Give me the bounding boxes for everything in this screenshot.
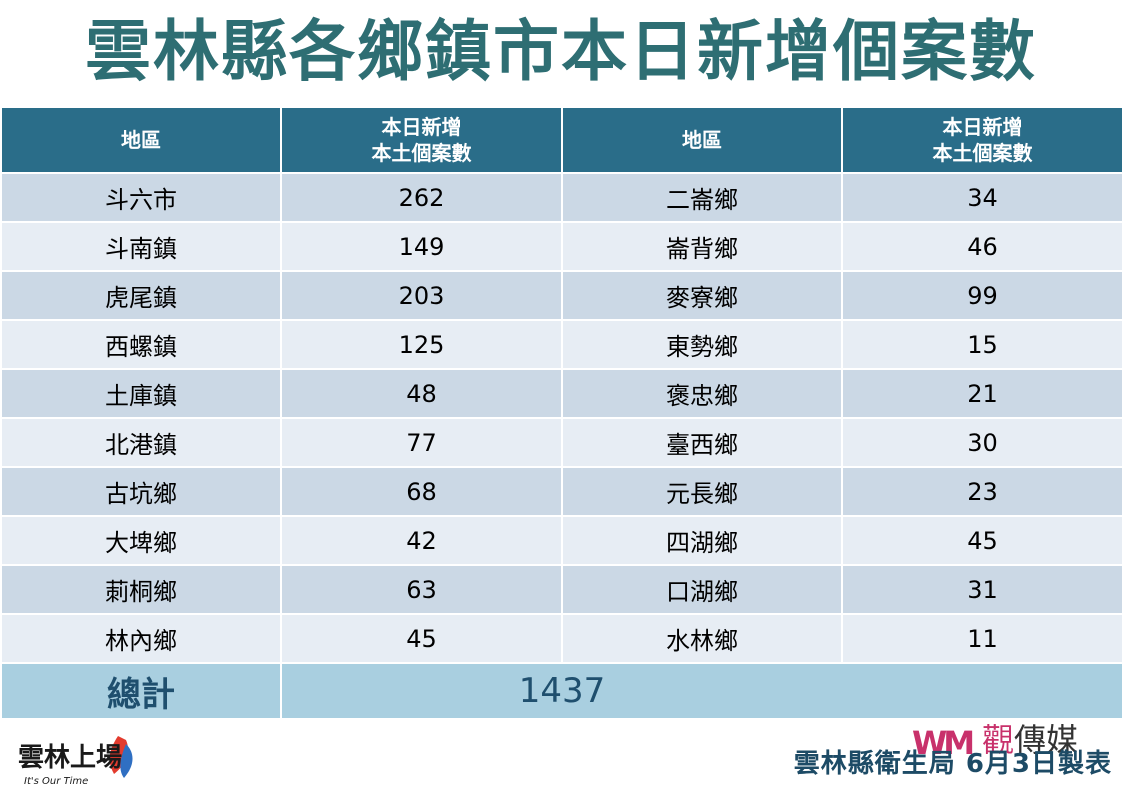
count-cell: 63 <box>280 564 563 615</box>
area-cell: 褒忠鄉 <box>561 368 843 419</box>
count-cell: 45 <box>841 515 1122 566</box>
count-cell: 149 <box>280 221 563 272</box>
table-row: 斗六市 262 二崙鄉 34 <box>0 172 1122 223</box>
header-area-right: 地區 <box>561 106 843 174</box>
yunlin-campaign-logo: 雲林上場 It's Our Time <box>14 730 144 788</box>
area-cell: 崙背鄉 <box>561 221 843 272</box>
total-label: 總計 <box>0 662 282 720</box>
count-cell: 23 <box>841 466 1122 517</box>
total-row: 總計 1437 <box>0 662 1122 720</box>
header-area-left: 地區 <box>0 106 282 174</box>
count-cell: 48 <box>280 368 563 419</box>
area-cell: 林內鄉 <box>0 613 282 664</box>
table-row: 西螺鎮 125 東勢鄉 15 <box>0 319 1122 370</box>
count-cell: 77 <box>280 417 563 468</box>
area-cell: 土庫鎮 <box>0 368 282 419</box>
table-row: 大埤鄉 42 四湖鄉 45 <box>0 515 1122 566</box>
count-cell: 45 <box>280 613 563 664</box>
logo-wordmark: 雲林上場 <box>18 743 122 773</box>
page-title: 雲林縣各鄉鎮市本日新增個案數 <box>85 13 1037 90</box>
area-cell: 元長鄉 <box>561 466 843 517</box>
case-count-table: 地區 本日新增 本土個案數 地區 本日新增 本土個案數 斗六市 262 二崙鄉 … <box>0 106 1122 720</box>
count-cell: 99 <box>841 270 1122 321</box>
count-cell: 203 <box>280 270 563 321</box>
count-cell: 31 <box>841 564 1122 615</box>
table-row: 斗南鎮 149 崙背鄉 46 <box>0 221 1122 272</box>
total-value: 1437 <box>280 662 1122 720</box>
area-cell: 臺西鄉 <box>561 417 843 468</box>
area-cell: 斗六市 <box>0 172 282 223</box>
area-cell: 斗南鎮 <box>0 221 282 272</box>
count-cell: 34 <box>841 172 1122 223</box>
media-mark-icon: WM <box>912 724 972 762</box>
count-cell: 15 <box>841 319 1122 370</box>
area-cell: 口湖鄉 <box>561 564 843 615</box>
table-row: 土庫鎮 48 褒忠鄉 21 <box>0 368 1122 419</box>
count-cell: 30 <box>841 417 1122 468</box>
area-cell: 北港鎮 <box>0 417 282 468</box>
count-cell: 262 <box>280 172 563 223</box>
area-cell: 莿桐鄉 <box>0 564 282 615</box>
area-cell: 四湖鄉 <box>561 515 843 566</box>
count-cell: 11 <box>841 613 1122 664</box>
area-cell: 大埤鄉 <box>0 515 282 566</box>
table-row: 莿桐鄉 63 口湖鄉 31 <box>0 564 1122 615</box>
area-cell: 二崙鄉 <box>561 172 843 223</box>
table-row: 北港鎮 77 臺西鄉 30 <box>0 417 1122 468</box>
logo-tagline: It's Our Time <box>24 776 88 787</box>
area-cell: 西螺鎮 <box>0 319 282 370</box>
header-count-left: 本日新增 本土個案數 <box>280 106 563 174</box>
table-row: 林內鄉 45 水林鄉 11 <box>0 613 1122 664</box>
header-count-right: 本日新增 本土個案數 <box>841 106 1122 174</box>
count-cell: 21 <box>841 368 1122 419</box>
table-header-row: 地區 本日新增 本土個案數 地區 本日新增 本土個案數 <box>0 106 1122 174</box>
table-row: 古坑鄉 68 元長鄉 23 <box>0 466 1122 517</box>
area-cell: 麥寮鄉 <box>561 270 843 321</box>
count-cell: 46 <box>841 221 1122 272</box>
count-cell: 68 <box>280 466 563 517</box>
area-cell: 東勢鄉 <box>561 319 843 370</box>
area-cell: 虎尾鎮 <box>0 270 282 321</box>
table-row: 虎尾鎮 203 麥寮鄉 99 <box>0 270 1122 321</box>
area-cell: 古坑鄉 <box>0 466 282 517</box>
media-name: 觀傳媒 <box>982 721 1079 759</box>
area-cell: 水林鄉 <box>561 613 843 664</box>
source-note: 雲林縣衛生局 6月3日製表 <box>793 749 1112 779</box>
count-cell: 42 <box>280 515 563 566</box>
media-logo: WM <box>912 722 1102 762</box>
count-cell: 125 <box>280 319 563 370</box>
